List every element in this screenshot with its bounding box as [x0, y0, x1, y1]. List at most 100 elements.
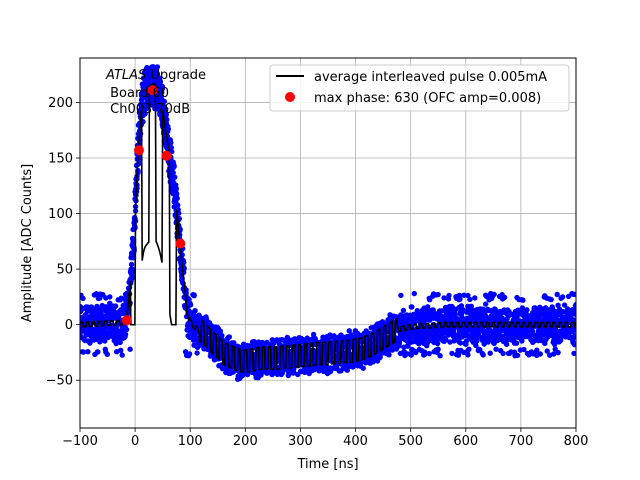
- sample-point: [534, 347, 540, 353]
- y-tick-label: 50: [56, 263, 73, 278]
- sample-point: [217, 328, 224, 334]
- sample-point: [197, 314, 203, 321]
- sample-point: [80, 295, 86, 302]
- sample-point: [474, 338, 480, 344]
- sample-point: [529, 328, 536, 334]
- sample-point: [573, 311, 576, 318]
- max-phase-point: [147, 85, 158, 96]
- sample-point: [572, 333, 576, 339]
- sample-point: [258, 372, 264, 378]
- sample-point: [552, 341, 558, 348]
- sample-point: [118, 347, 124, 353]
- annotation-upgrade: Upgrade: [146, 68, 206, 83]
- annotation-line-1: ATLAS Upgrade: [105, 68, 206, 83]
- sample-point: [457, 340, 464, 346]
- sample-point: [435, 346, 441, 352]
- sample-point: [219, 332, 225, 339]
- legend-entry-max-phase: max phase: 630 (OFC amp=0.008): [314, 91, 541, 106]
- sample-point: [468, 303, 474, 309]
- x-axis-label: Time [ns]: [296, 457, 358, 472]
- sample-point: [377, 354, 383, 361]
- sample-point: [521, 346, 527, 353]
- annotation-line-2: Board 60: [106, 86, 169, 101]
- sample-point: [435, 291, 441, 298]
- legend-marker-swatch: [285, 92, 295, 102]
- sample-point: [165, 126, 171, 132]
- sample-point: [416, 341, 422, 347]
- max-phase-point: [175, 238, 186, 249]
- sample-point: [154, 64, 161, 70]
- x-axis-ticks: −100 0 100 200 300 400 500 600 700 800: [62, 428, 588, 449]
- annotation-atlas: ATLAS: [105, 68, 146, 83]
- sample-point: [226, 334, 232, 340]
- sample-point: [441, 295, 447, 301]
- sample-point: [104, 351, 111, 358]
- sample-point: [298, 369, 304, 375]
- sample-point: [554, 291, 560, 298]
- sample-point: [524, 307, 530, 313]
- sample-point: [117, 339, 123, 346]
- sample-point: [480, 352, 486, 358]
- max-phase-point: [121, 315, 132, 326]
- sample-point: [491, 291, 497, 298]
- sample-point: [537, 351, 543, 357]
- legend: average interleaved pulse 0.005mA max ph…: [269, 64, 570, 112]
- sample-point: [573, 301, 576, 308]
- sample-point: [85, 349, 91, 355]
- sample-point: [163, 106, 169, 112]
- sample-point: [129, 266, 136, 273]
- plot-frame: [79, 57, 577, 429]
- sample-point: [449, 350, 455, 357]
- sample-point: [559, 294, 566, 300]
- x-tick-label: 600: [453, 434, 478, 449]
- sample-point: [219, 365, 226, 372]
- sample-point: [122, 331, 129, 338]
- sample-point: [513, 340, 520, 346]
- sample-point: [555, 302, 561, 308]
- sample-point: [187, 302, 194, 308]
- x-tick-label: 0: [131, 434, 139, 449]
- sample-point: [463, 338, 470, 344]
- sample-point: [493, 346, 499, 352]
- sample-point: [163, 111, 169, 118]
- y-tick-label: 0: [65, 318, 73, 333]
- x-tick-label: 200: [233, 434, 258, 449]
- sample-point: [244, 371, 251, 378]
- sample-point: [192, 308, 198, 314]
- sample-point: [123, 326, 130, 333]
- sample-point: [466, 346, 472, 352]
- sample-point: [555, 349, 561, 356]
- sample-point: [519, 338, 525, 344]
- sample-point: [173, 186, 179, 192]
- sample-point: [172, 174, 178, 180]
- x-tick-label: 700: [508, 434, 533, 449]
- sample-point: [573, 317, 576, 323]
- sample-point: [164, 117, 170, 123]
- sample-point: [186, 351, 193, 357]
- sample-point: [561, 302, 568, 308]
- sample-point: [168, 140, 174, 146]
- sample-point: [473, 342, 479, 349]
- sample-point: [251, 338, 257, 345]
- sample-point: [119, 352, 125, 358]
- sample-point: [426, 350, 432, 357]
- legend-entry-average: average interleaved pulse 0.005mA: [314, 70, 547, 85]
- x-tick-label: 800: [564, 434, 589, 449]
- x-tick-label: 400: [343, 434, 368, 449]
- sample-point: [170, 170, 176, 176]
- sample-point: [80, 349, 87, 355]
- max-phase-point: [133, 145, 144, 156]
- sample-point: [483, 301, 489, 307]
- sample-point: [174, 195, 180, 201]
- sample-point: [571, 350, 576, 357]
- sample-point: [571, 341, 576, 348]
- sample-point: [292, 336, 298, 342]
- y-axis-ticks: −50 0 50 100 150 200: [46, 96, 80, 389]
- sample-point: [514, 352, 521, 359]
- y-tick-label: 100: [48, 207, 73, 222]
- sample-point: [544, 348, 550, 354]
- sample-point: [95, 349, 101, 355]
- sample-point: [142, 111, 148, 117]
- sample-point: [396, 340, 403, 347]
- sample-point: [487, 350, 493, 356]
